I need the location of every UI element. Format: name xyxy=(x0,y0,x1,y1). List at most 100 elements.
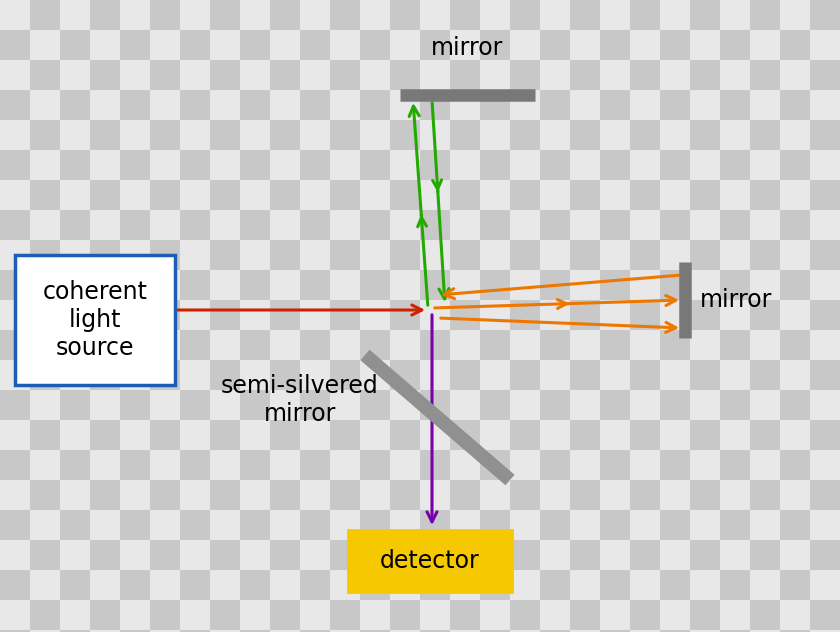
Bar xyxy=(300,270,330,300)
Bar xyxy=(690,180,720,210)
Bar xyxy=(420,150,450,180)
Bar xyxy=(480,480,510,510)
Bar xyxy=(120,540,150,570)
Bar xyxy=(630,0,660,30)
Bar xyxy=(600,0,630,30)
Bar xyxy=(780,600,810,630)
Bar xyxy=(540,450,570,480)
Bar xyxy=(180,450,210,480)
Bar xyxy=(750,120,780,150)
Bar xyxy=(420,330,450,360)
Bar xyxy=(630,540,660,570)
Bar xyxy=(780,150,810,180)
Bar xyxy=(270,540,300,570)
Bar xyxy=(210,270,240,300)
Bar xyxy=(630,30,660,60)
Bar xyxy=(570,420,600,450)
Bar xyxy=(720,600,750,630)
Bar xyxy=(120,90,150,120)
Bar xyxy=(120,60,150,90)
Bar xyxy=(510,30,540,60)
Bar xyxy=(660,150,690,180)
Bar xyxy=(630,450,660,480)
Bar xyxy=(600,90,630,120)
Bar xyxy=(420,90,450,120)
Bar xyxy=(660,570,690,600)
Bar xyxy=(390,300,420,330)
Bar xyxy=(210,450,240,480)
Bar xyxy=(660,630,690,632)
Bar xyxy=(120,390,150,420)
Bar xyxy=(90,480,120,510)
Bar xyxy=(570,540,600,570)
Bar xyxy=(0,360,30,390)
Bar xyxy=(60,150,90,180)
Bar xyxy=(570,270,600,300)
Bar xyxy=(15,255,175,385)
Bar xyxy=(750,180,780,210)
Bar xyxy=(30,570,60,600)
Bar xyxy=(180,90,210,120)
Bar xyxy=(240,420,270,450)
Bar xyxy=(750,30,780,60)
Bar xyxy=(750,600,780,630)
Bar xyxy=(420,510,450,540)
Bar xyxy=(270,240,300,270)
Bar xyxy=(60,0,90,30)
Bar xyxy=(600,300,630,330)
Bar xyxy=(450,570,480,600)
Bar xyxy=(210,420,240,450)
Bar xyxy=(420,420,450,450)
Bar xyxy=(180,630,210,632)
Bar xyxy=(600,540,630,570)
Bar xyxy=(540,630,570,632)
Bar xyxy=(300,600,330,630)
Bar xyxy=(570,390,600,420)
Bar xyxy=(30,300,60,330)
Bar xyxy=(150,0,180,30)
Bar xyxy=(660,360,690,390)
Bar xyxy=(360,210,390,240)
Bar xyxy=(480,120,510,150)
Bar xyxy=(90,30,120,60)
Bar xyxy=(270,120,300,150)
Bar xyxy=(540,390,570,420)
Bar xyxy=(270,150,300,180)
Bar xyxy=(750,90,780,120)
Bar xyxy=(510,210,540,240)
Bar xyxy=(240,270,270,300)
Bar xyxy=(600,30,630,60)
Bar xyxy=(180,360,210,390)
Bar xyxy=(240,600,270,630)
Bar xyxy=(300,540,330,570)
Bar xyxy=(360,330,390,360)
Bar xyxy=(540,150,570,180)
Text: semi-silvered
mirror: semi-silvered mirror xyxy=(221,374,379,426)
Bar xyxy=(690,630,720,632)
Bar xyxy=(120,630,150,632)
Bar xyxy=(450,0,480,30)
Bar xyxy=(480,420,510,450)
Bar xyxy=(210,180,240,210)
Bar xyxy=(780,90,810,120)
Bar xyxy=(210,90,240,120)
Bar xyxy=(330,150,360,180)
Bar xyxy=(330,60,360,90)
Bar xyxy=(660,330,690,360)
Bar xyxy=(450,180,480,210)
Bar xyxy=(270,210,300,240)
Bar xyxy=(450,120,480,150)
Bar xyxy=(0,210,30,240)
Bar xyxy=(300,210,330,240)
Bar xyxy=(120,600,150,630)
Bar xyxy=(480,360,510,390)
Bar xyxy=(540,600,570,630)
Bar xyxy=(360,60,390,90)
Bar xyxy=(360,0,390,30)
Bar xyxy=(30,210,60,240)
Bar xyxy=(750,210,780,240)
Bar xyxy=(150,300,180,330)
Bar xyxy=(270,570,300,600)
Bar xyxy=(210,210,240,240)
Bar xyxy=(540,270,570,300)
